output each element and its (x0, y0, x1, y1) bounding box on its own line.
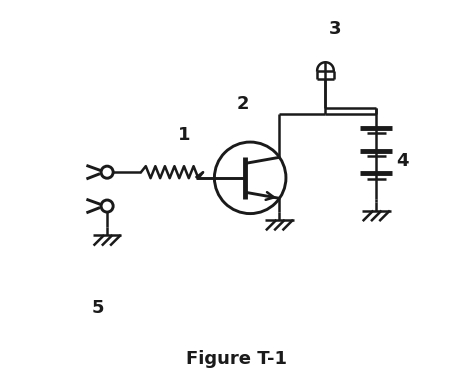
Text: 4: 4 (396, 152, 409, 170)
Text: 2: 2 (237, 96, 249, 113)
Text: 1: 1 (178, 126, 191, 144)
Text: 3: 3 (328, 20, 341, 38)
Text: 5: 5 (91, 299, 104, 317)
Text: Figure T-1: Figure T-1 (186, 350, 288, 367)
